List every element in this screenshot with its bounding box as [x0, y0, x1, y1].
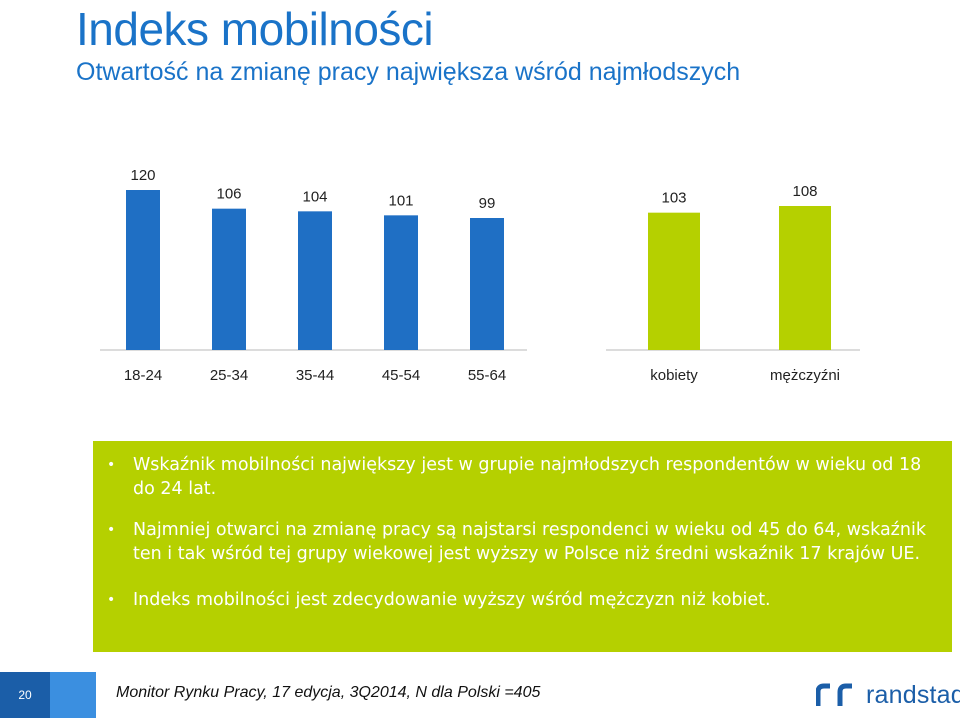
- data-label: 101: [388, 192, 413, 209]
- randstad-logo: randstad: [816, 680, 960, 710]
- source-note: Monitor Rynku Pracy, 17 edycja, 3Q2014, …: [116, 684, 541, 701]
- page-number: 20: [0, 672, 50, 718]
- bullet-icon: •: [107, 522, 116, 538]
- bar-chart: 120 18-24 106 25-34 104 35-44 101 45-54 99 55-64 1…: [100, 167, 860, 384]
- category-label: 18-24: [124, 367, 162, 384]
- footer: 20 Monitor Rynku Pracy, 17 edycja, 3Q201…: [0, 670, 960, 720]
- category-label: 45-54: [382, 367, 420, 384]
- bar-mężczyźni: [779, 206, 831, 350]
- page-title: Indeks mobilności: [76, 3, 434, 55]
- bullet-item: • Indeks mobilności jest zdecydowanie wyż…: [107, 588, 934, 612]
- bullet-text: Indeks mobilności jest zdecydowanie wyżs…: [133, 590, 771, 610]
- data-label: 103: [661, 190, 686, 207]
- bar-18-24: [126, 190, 160, 350]
- data-label: 104: [302, 188, 327, 205]
- logo-text: randstad: [866, 680, 960, 709]
- bar-55-64: [470, 218, 504, 350]
- bullet-item: • Najmniej otwarci na zmianę pracy są naj…: [107, 518, 934, 566]
- bullet-icon: •: [107, 457, 116, 473]
- randstad-logo-icon: [816, 683, 852, 706]
- bar-45-54: [384, 215, 418, 350]
- data-label: 99: [479, 195, 496, 212]
- summary-callout: • Wskaźnik mobilności największy jest w g…: [93, 441, 952, 652]
- bar-25-34: [212, 208, 246, 350]
- page-subtitle: Otwartość na zmianę pracy największa wśr…: [76, 58, 741, 86]
- bullet-text: Najmniej otwarci na zmianę pracy są najs…: [133, 520, 926, 564]
- category-label: kobiety: [650, 367, 698, 384]
- category-label: 25-34: [210, 367, 248, 384]
- data-label: 120: [130, 167, 155, 184]
- data-label: 106: [216, 186, 241, 203]
- bar-kobiety: [648, 212, 700, 350]
- footer-accent: [50, 672, 96, 718]
- category-label: mężczyźni: [770, 367, 840, 384]
- category-label: 35-44: [296, 367, 334, 384]
- bullet-icon: •: [107, 592, 116, 608]
- bullet-text: Wskaźnik mobilności największy jest w gr…: [133, 455, 922, 499]
- data-label: 108: [792, 183, 817, 200]
- category-label: 55-64: [468, 367, 506, 384]
- bar-35-44: [298, 211, 332, 350]
- bullet-item: • Wskaźnik mobilności największy jest w g…: [107, 453, 934, 501]
